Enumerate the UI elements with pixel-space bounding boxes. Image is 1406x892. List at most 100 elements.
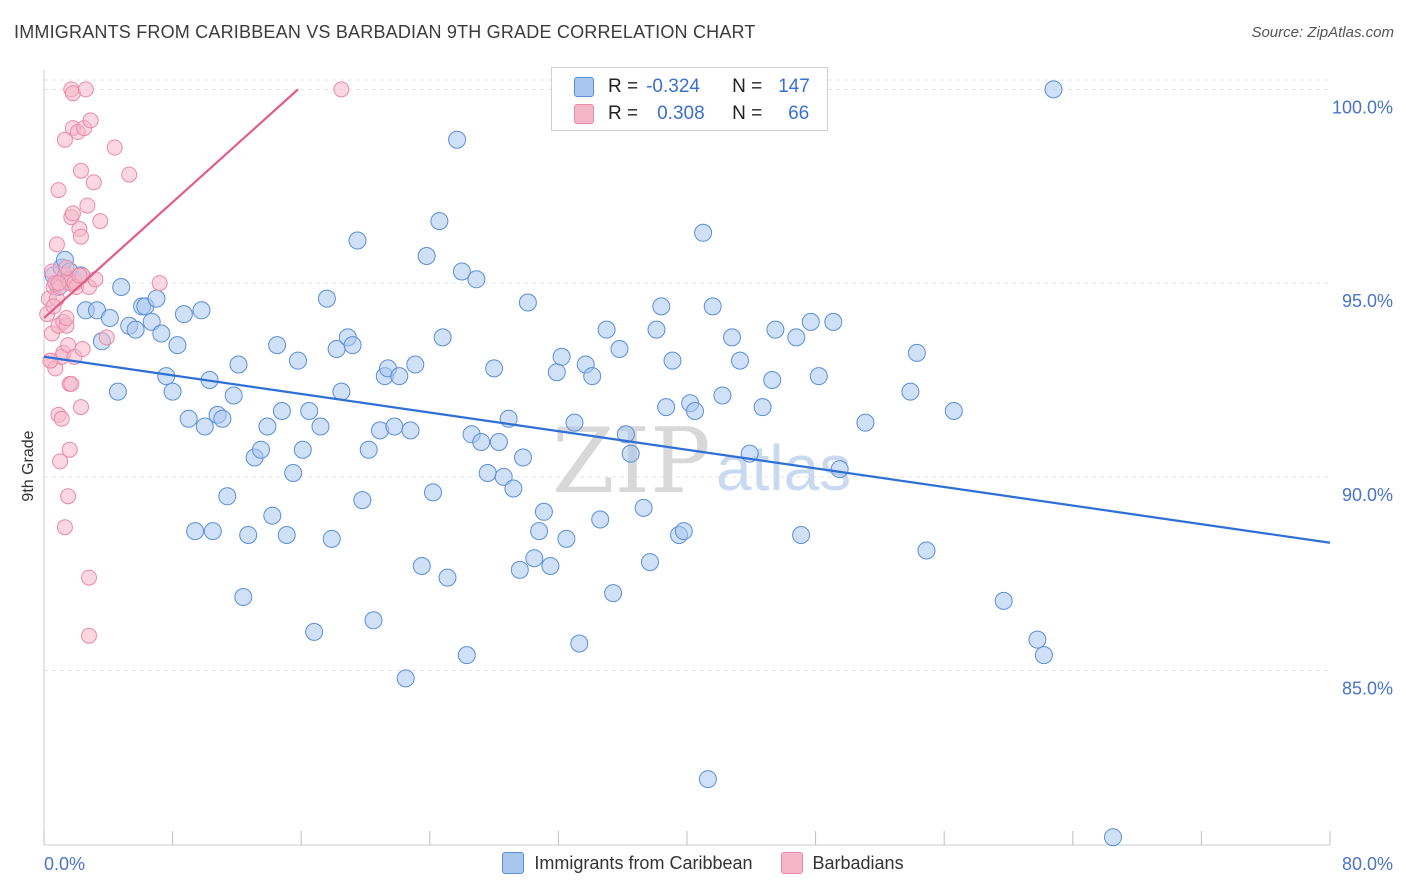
y-tick-label: 100.0% [1332, 97, 1393, 117]
y-tick-label: 95.0% [1342, 291, 1393, 311]
point-barbadians [81, 569, 97, 586]
point-caribbean [766, 320, 785, 339]
point-barbadians [52, 453, 69, 470]
point-caribbean [472, 433, 491, 451]
point-caribbean [300, 402, 319, 420]
point-caribbean [731, 351, 749, 370]
point-barbadians [85, 174, 102, 191]
chart-title: IMMIGRANTS FROM CARIBBEAN VS BARBADIAN 9… [14, 22, 756, 42]
point-caribbean [583, 367, 602, 386]
point-caribbean [1104, 828, 1122, 847]
point-caribbean [489, 433, 508, 451]
point-caribbean [763, 371, 782, 389]
point-caribbean [343, 336, 362, 355]
point-barbadians [56, 519, 73, 536]
point-caribbean [163, 382, 182, 401]
series-caribbean-points [44, 80, 1122, 847]
point-caribbean [713, 386, 732, 405]
point-caribbean [830, 460, 849, 479]
point-caribbean [438, 568, 457, 587]
n-label: N = [732, 103, 763, 124]
point-caribbean [570, 634, 589, 653]
x-tick-label-max: 80.0% [1342, 854, 1393, 874]
point-caribbean [277, 526, 296, 544]
point-caribbean [406, 355, 425, 374]
legend-row-caribbean: R = -0.324 N = 147 [574, 73, 810, 101]
point-caribbean [289, 351, 307, 370]
point-caribbean [332, 382, 351, 401]
point-caribbean [433, 328, 452, 347]
legend-swatch-barbadians [574, 104, 594, 124]
point-caribbean [272, 402, 291, 420]
point-barbadians [61, 441, 78, 458]
point-caribbean [541, 557, 560, 575]
r-label: R = [608, 103, 639, 124]
point-caribbean [652, 297, 671, 316]
point-caribbean [305, 622, 324, 641]
point-caribbean [152, 324, 171, 343]
point-barbadians [56, 131, 73, 148]
point-caribbean [674, 522, 693, 541]
point-caribbean [801, 312, 820, 331]
legend-item-caribbean[interactable]: Immigrants from Caribbean [502, 852, 753, 874]
point-caribbean [723, 328, 741, 347]
point-caribbean [634, 498, 653, 517]
stats-legend: R = -0.324 N = 147 R = 0.308 N = 66 [551, 67, 828, 131]
r-value: 0.308 [657, 103, 705, 124]
point-caribbean [448, 130, 467, 149]
point-caribbean [703, 297, 722, 316]
point-barbadians [53, 410, 70, 427]
point-caribbean [824, 312, 843, 331]
grid-lines [44, 79, 1330, 672]
point-caribbean [485, 359, 504, 378]
point-barbadians [73, 399, 89, 416]
point-caribbean [663, 351, 682, 370]
point-caribbean [142, 312, 161, 331]
point-caribbean [390, 367, 409, 386]
point-barbadians [81, 627, 97, 644]
point-caribbean [1034, 646, 1053, 665]
point-barbadians [82, 112, 99, 129]
point-caribbean [258, 417, 277, 436]
point-caribbean [192, 301, 211, 320]
point-barbadians [45, 298, 62, 315]
point-caribbean [753, 398, 772, 417]
point-barbadians [48, 236, 65, 253]
point-barbadians [42, 352, 59, 369]
y-tick-label: 90.0% [1342, 485, 1393, 505]
legend-swatch-caribbean [574, 77, 594, 97]
point-caribbean [268, 336, 287, 355]
point-caribbean [412, 557, 431, 575]
point-caribbean [417, 247, 436, 265]
point-barbadians [98, 329, 115, 346]
point-caribbean [322, 529, 341, 548]
point-caribbean [353, 491, 372, 510]
x-tick-labels: 0.0% 80.0% [44, 854, 1393, 874]
legend-label-caribbean: Immigrants from Caribbean [534, 852, 753, 873]
point-caribbean [234, 588, 253, 606]
point-caribbean [317, 289, 336, 308]
point-caribbean [147, 289, 166, 308]
point-caribbean [224, 386, 243, 405]
point-caribbean [494, 467, 513, 486]
point-caribbean [698, 770, 717, 789]
legend-row-barbadians: R = 0.308 N = 66 [574, 100, 809, 128]
point-caribbean [944, 402, 963, 420]
point-caribbean [514, 448, 532, 467]
point-caribbean [126, 320, 145, 339]
point-caribbean [452, 262, 471, 281]
point-caribbean [610, 340, 629, 358]
legend-item-barbadians[interactable]: Barbadians [780, 852, 904, 874]
point-barbadians [50, 182, 67, 199]
point-caribbean [525, 549, 544, 568]
point-caribbean [686, 402, 704, 420]
point-caribbean [203, 522, 222, 541]
series-barbadians-points [39, 81, 350, 644]
legend-swatch-barbadians [780, 852, 803, 874]
point-caribbean [229, 355, 248, 374]
point-caribbean [186, 522, 205, 541]
point-caribbean [647, 320, 666, 339]
x-tick-label-min: 0.0% [44, 854, 85, 874]
legend-swatch-caribbean [502, 852, 525, 874]
point-caribbean [218, 487, 237, 506]
